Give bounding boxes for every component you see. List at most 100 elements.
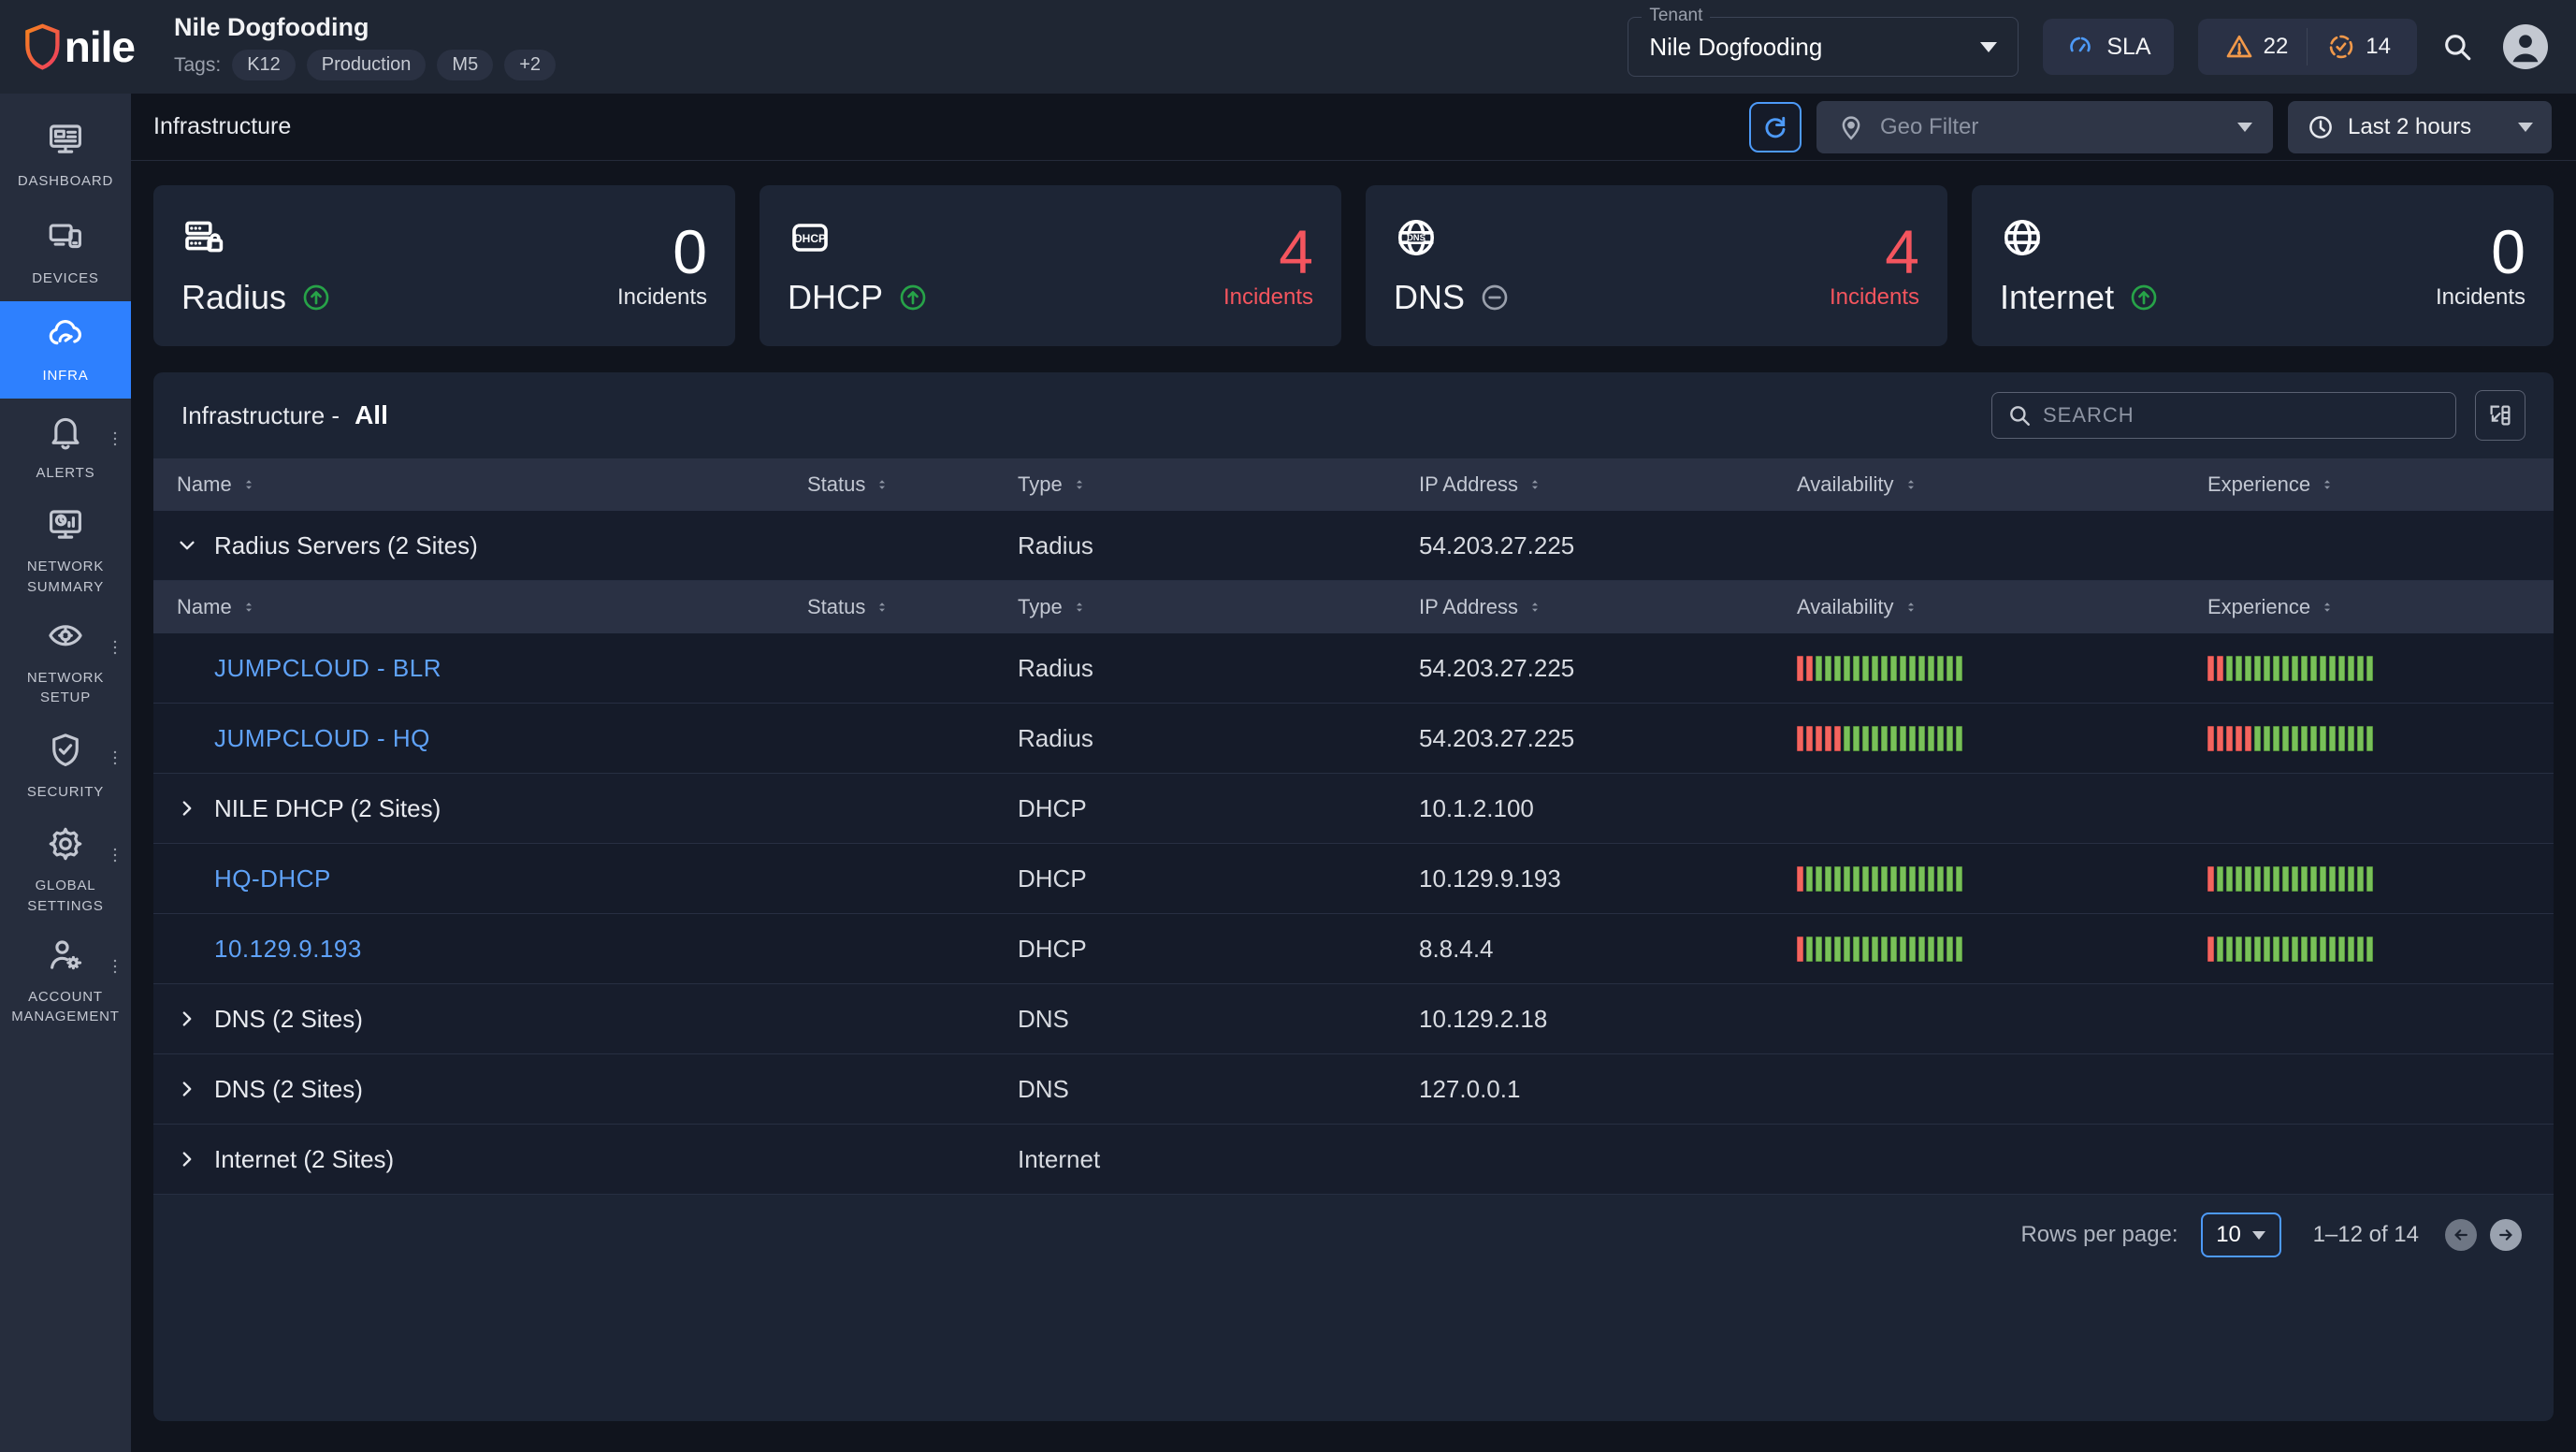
table-group-row[interactable]: DNS (2 Sites) DNS 127.0.0.1 <box>153 1054 2554 1125</box>
service-card-dns[interactable]: DNS DNS 4 Incidents <box>1366 185 1947 346</box>
warning-count: 22 <box>2263 34 2289 59</box>
row-name-link[interactable]: JUMPCLOUD - HQ <box>214 723 430 752</box>
sort-icon[interactable] <box>1527 474 1542 495</box>
chevron-right-icon[interactable] <box>177 1008 199 1030</box>
clock-icon <box>2309 115 2332 138</box>
service-card-dhcp[interactable]: DHCP DHCP 4 Incidents <box>760 185 1341 346</box>
sla-button[interactable]: SLA <box>2043 19 2174 75</box>
service-card-radius[interactable]: Radius 0 Incidents <box>153 185 735 346</box>
sort-icon[interactable] <box>875 597 890 617</box>
nile-logo[interactable]: nile <box>22 20 136 74</box>
arrow-right-icon <box>2499 1229 2512 1241</box>
sidebar-item-alerts[interactable]: ALERTS <box>0 399 131 496</box>
sidebar-item-dashboard[interactable]: DASHBOARD <box>0 107 131 204</box>
geo-filter-select[interactable]: Geo Filter <box>1816 100 2273 153</box>
location-pin-icon <box>1842 115 1860 140</box>
table-search-input[interactable] <box>2043 403 2440 428</box>
tenant-select[interactable]: Tenant Nile Dogfooding <box>1628 6 2019 77</box>
row-name-link[interactable]: HQ-DHCP <box>214 864 331 893</box>
column-header-status[interactable]: Status <box>807 472 1018 497</box>
sidebar-item-infra[interactable]: INFRA <box>0 301 131 399</box>
sort-icon[interactable] <box>241 597 256 617</box>
tag-chip: +2 <box>504 50 557 80</box>
previous-page-button[interactable] <box>2445 1219 2477 1251</box>
row-name-link[interactable]: 10.129.9.193 <box>214 934 362 963</box>
sort-icon[interactable] <box>1072 474 1087 495</box>
sort-icon[interactable] <box>1072 597 1087 617</box>
kebab-menu-icon[interactable] <box>107 951 123 982</box>
kebab-menu-icon[interactable] <box>107 839 123 871</box>
sidebar-item-devices[interactable]: DEVICES <box>0 204 131 301</box>
global-search-button[interactable] <box>2441 28 2479 65</box>
sidebar-item-label: ACCOUNT MANAGEMENT <box>11 988 120 1025</box>
toolbar-title: Infrastructure <box>153 113 292 139</box>
column-header-experience[interactable]: Experience <box>2207 595 2554 619</box>
sidebar-item-security[interactable]: SECURITY <box>0 718 131 815</box>
chevron-right-icon[interactable] <box>177 1148 199 1170</box>
ip-address-cell: 10.129.9.193 <box>1419 864 1561 893</box>
refresh-button[interactable] <box>1749 101 1802 152</box>
network-setup-icon <box>46 617 85 661</box>
table-row: JUMPCLOUD - BLR Radius 54.203.27.225 <box>153 633 2554 704</box>
column-header-availability[interactable]: Availability <box>1797 472 2207 497</box>
sort-icon[interactable] <box>1903 474 1918 495</box>
person-icon <box>2512 35 2539 63</box>
table-group-row[interactable]: Internet (2 Sites) Internet <box>153 1125 2554 1195</box>
global-settings-icon <box>46 824 85 868</box>
sort-icon[interactable] <box>241 474 256 495</box>
sidebar-item-label: ALERTS <box>36 464 95 481</box>
table-group-row[interactable]: NILE DHCP (2 Sites) DHCP 10.1.2.100 <box>153 774 2554 844</box>
time-range-select[interactable]: Last 2 hours <box>2288 100 2552 153</box>
sidebar-item-global-settings[interactable]: GLOBAL SETTINGS <box>0 815 131 926</box>
table-pagination: Rows per page: 10 1–12 of 14 <box>153 1195 2554 1275</box>
sort-icon[interactable] <box>2320 474 2335 495</box>
row-name-link[interactable]: JUMPCLOUD - BLR <box>214 653 441 682</box>
type-cell: DHCP <box>1018 934 1087 963</box>
ip-address-cell: 8.8.4.4 <box>1419 934 1494 963</box>
rows-per-page-select[interactable]: 10 <box>2200 1212 2281 1257</box>
column-header-status[interactable]: Status <box>807 595 1018 619</box>
sort-icon[interactable] <box>1903 597 1918 617</box>
service-card-internet[interactable]: Internet 0 Incidents <box>1972 185 2554 346</box>
security-icon <box>46 731 85 775</box>
availability-bar <box>1797 725 2207 751</box>
next-page-button[interactable] <box>2490 1219 2522 1251</box>
export-table-button[interactable] <box>2475 390 2525 441</box>
kebab-menu-icon[interactable] <box>107 423 123 455</box>
availability-bar <box>1797 655 2207 681</box>
column-header-experience[interactable]: Experience <box>2207 472 2554 497</box>
sla-met-badge[interactable]: 14 <box>2308 32 2410 62</box>
chevron-down-icon[interactable] <box>177 534 199 557</box>
incident-count-label: Incidents <box>2435 284 2525 310</box>
table-search-box[interactable] <box>1991 392 2456 439</box>
sidebar-item-account-management[interactable]: ACCOUNT MANAGEMENT <box>0 926 131 1038</box>
table-group-row[interactable]: DNS (2 Sites) DNS 10.129.2.18 <box>153 984 2554 1054</box>
type-cell: DNS <box>1018 1074 1069 1103</box>
column-header-availability[interactable]: Availability <box>1797 595 2207 619</box>
column-header-ip-address[interactable]: IP Address <box>1419 595 1797 619</box>
kebab-menu-icon[interactable] <box>107 742 123 774</box>
sidebar-item-network-setup[interactable]: NETWORK SETUP <box>0 607 131 719</box>
sidebar-item-network-summary[interactable]: NETWORK SUMMARY <box>0 496 131 607</box>
account-management-icon <box>46 936 85 980</box>
chevron-right-icon[interactable] <box>177 1078 199 1100</box>
chevron-right-icon[interactable] <box>177 797 199 820</box>
warning-badge[interactable]: 22 <box>2206 32 2308 62</box>
sort-icon[interactable] <box>1527 597 1542 617</box>
group-name: DNS (2 Sites) <box>214 1074 363 1103</box>
sort-icon[interactable] <box>875 474 890 495</box>
column-header-name[interactable]: Name <box>153 472 807 497</box>
ip-address-cell: 10.129.2.18 <box>1419 1004 1548 1033</box>
avatar[interactable] <box>2503 24 2548 69</box>
table-header-row: Name Status Type IP Address Availability… <box>153 458 2554 511</box>
column-header-type[interactable]: Type <box>1018 595 1419 619</box>
table-group-row[interactable]: Radius Servers (2 Sites) Radius 54.203.2… <box>153 511 2554 581</box>
column-header-name[interactable]: Name <box>153 595 807 619</box>
card-title: DNS <box>1394 277 1466 316</box>
type-cell: DHCP <box>1018 793 1087 822</box>
sort-icon[interactable] <box>2320 597 2335 617</box>
group-name: Radius Servers (2 Sites) <box>214 530 478 559</box>
column-header-ip-address[interactable]: IP Address <box>1419 472 1797 497</box>
kebab-menu-icon[interactable] <box>107 632 123 663</box>
column-header-type[interactable]: Type <box>1018 472 1419 497</box>
